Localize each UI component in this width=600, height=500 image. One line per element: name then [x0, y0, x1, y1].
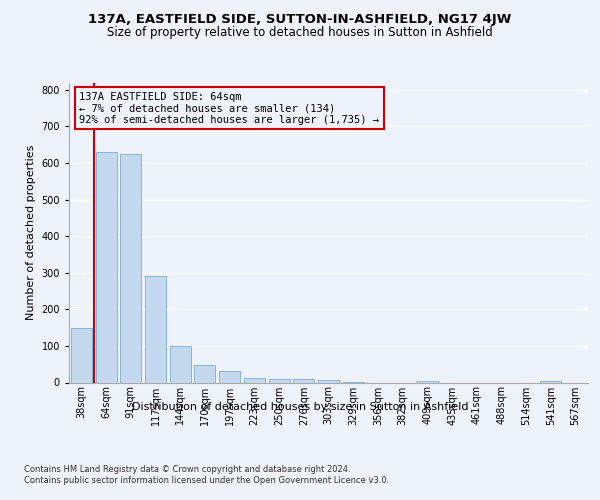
Bar — [541, 380, 562, 382]
Bar — [170, 346, 191, 383]
Text: Distribution of detached houses by size in Sutton in Ashfield: Distribution of detached houses by size … — [132, 402, 468, 412]
Text: 137A EASTFIELD SIDE: 64sqm
← 7% of detached houses are smaller (134)
92% of semi: 137A EASTFIELD SIDE: 64sqm ← 7% of detac… — [79, 92, 379, 124]
Bar — [95, 152, 116, 382]
Text: 137A, EASTFIELD SIDE, SUTTON-IN-ASHFIELD, NG17 4JW: 137A, EASTFIELD SIDE, SUTTON-IN-ASHFIELD… — [88, 12, 512, 26]
Bar — [194, 365, 215, 382]
Bar — [269, 379, 290, 382]
Bar — [120, 154, 141, 382]
Text: Contains HM Land Registry data © Crown copyright and database right 2024.: Contains HM Land Registry data © Crown c… — [24, 465, 350, 474]
Bar — [71, 328, 92, 382]
Text: Size of property relative to detached houses in Sutton in Ashfield: Size of property relative to detached ho… — [107, 26, 493, 39]
Text: Contains public sector information licensed under the Open Government Licence v3: Contains public sector information licen… — [24, 476, 389, 485]
Bar — [145, 276, 166, 382]
Bar — [318, 380, 339, 382]
Y-axis label: Number of detached properties: Number of detached properties — [26, 145, 36, 320]
Bar — [417, 380, 438, 382]
Bar — [244, 378, 265, 382]
Bar — [219, 371, 240, 382]
Bar — [293, 379, 314, 382]
